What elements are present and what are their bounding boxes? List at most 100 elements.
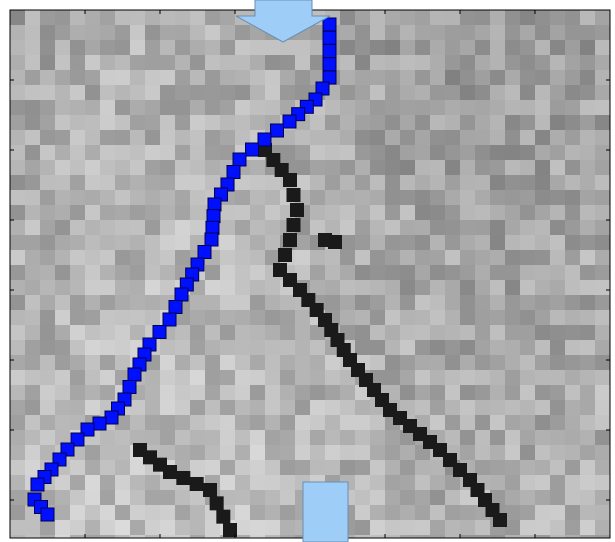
pixel bbox=[55, 265, 70, 280]
pixel bbox=[325, 265, 340, 280]
pixel bbox=[70, 310, 85, 325]
pixel bbox=[400, 475, 415, 490]
pixel bbox=[340, 130, 355, 145]
pixel bbox=[355, 40, 370, 55]
pixel bbox=[205, 70, 220, 85]
pixel bbox=[235, 85, 250, 100]
pixel bbox=[220, 295, 235, 310]
pixel bbox=[190, 310, 205, 325]
pixel bbox=[10, 175, 25, 190]
pixel bbox=[235, 325, 250, 340]
pixel bbox=[175, 385, 190, 400]
pixel bbox=[475, 310, 490, 325]
pixel bbox=[370, 220, 385, 235]
pixel bbox=[505, 55, 520, 70]
pixel bbox=[565, 475, 580, 490]
pixel bbox=[160, 235, 175, 250]
pixel bbox=[100, 475, 115, 490]
pixel bbox=[175, 250, 190, 265]
pixel bbox=[40, 190, 55, 205]
pixel bbox=[295, 430, 310, 445]
pixel bbox=[40, 10, 55, 25]
pixel bbox=[400, 505, 415, 520]
pixel bbox=[220, 55, 235, 70]
pixel bbox=[340, 85, 355, 100]
pixel bbox=[145, 85, 160, 100]
pixel bbox=[40, 205, 55, 220]
pixel bbox=[385, 370, 400, 385]
pixel bbox=[175, 190, 190, 205]
pixel bbox=[160, 505, 175, 520]
pixel bbox=[100, 235, 115, 250]
pixel bbox=[340, 205, 355, 220]
pixel bbox=[460, 70, 475, 85]
dark-pixel bbox=[328, 235, 342, 249]
pixel bbox=[235, 385, 250, 400]
pixel bbox=[475, 130, 490, 145]
pixel bbox=[55, 220, 70, 235]
pixel bbox=[475, 250, 490, 265]
pixel bbox=[280, 295, 295, 310]
seam-pixel bbox=[207, 210, 220, 223]
pixel bbox=[475, 70, 490, 85]
pixel bbox=[70, 10, 85, 25]
pixel bbox=[580, 385, 595, 400]
pixel bbox=[565, 25, 580, 40]
pixel bbox=[190, 355, 205, 370]
pixel bbox=[415, 175, 430, 190]
pixel bbox=[85, 355, 100, 370]
pixel bbox=[385, 85, 400, 100]
pixel bbox=[520, 325, 535, 340]
pixel bbox=[265, 400, 280, 415]
pixel bbox=[460, 355, 475, 370]
pixel bbox=[595, 55, 610, 70]
pixel bbox=[265, 490, 280, 505]
pixel bbox=[415, 295, 430, 310]
pixel bbox=[385, 280, 400, 295]
pixel bbox=[265, 100, 280, 115]
pixel bbox=[310, 445, 325, 460]
pixel bbox=[430, 190, 445, 205]
pixel bbox=[580, 250, 595, 265]
pixel bbox=[370, 445, 385, 460]
pixel bbox=[205, 280, 220, 295]
pixel bbox=[460, 265, 475, 280]
pixel bbox=[490, 430, 505, 445]
pixel bbox=[580, 265, 595, 280]
pixel bbox=[580, 490, 595, 505]
pixel bbox=[520, 190, 535, 205]
pixel bbox=[70, 55, 85, 70]
pixel bbox=[25, 130, 40, 145]
figure bbox=[0, 0, 615, 542]
pixel bbox=[385, 310, 400, 325]
pixel bbox=[415, 340, 430, 355]
pixel bbox=[190, 505, 205, 520]
pixel bbox=[265, 40, 280, 55]
pixel bbox=[175, 130, 190, 145]
pixel bbox=[55, 145, 70, 160]
pixel bbox=[340, 445, 355, 460]
pixel bbox=[70, 190, 85, 205]
pixel bbox=[400, 235, 415, 250]
pixel bbox=[10, 265, 25, 280]
pixel bbox=[40, 355, 55, 370]
pixel bbox=[565, 400, 580, 415]
pixel bbox=[40, 145, 55, 160]
pixel bbox=[370, 265, 385, 280]
pixel bbox=[385, 70, 400, 85]
pixel bbox=[520, 370, 535, 385]
seam-pixel bbox=[105, 411, 118, 424]
pixel bbox=[535, 10, 550, 25]
pixel bbox=[250, 490, 265, 505]
pixel bbox=[385, 145, 400, 160]
pixel bbox=[355, 25, 370, 40]
pixel bbox=[430, 340, 445, 355]
pixel bbox=[565, 205, 580, 220]
pixel bbox=[235, 100, 250, 115]
pixel bbox=[505, 340, 520, 355]
pixel bbox=[130, 250, 145, 265]
pixel bbox=[70, 145, 85, 160]
pixel bbox=[445, 190, 460, 205]
pixel bbox=[25, 400, 40, 415]
pixel bbox=[145, 280, 160, 295]
